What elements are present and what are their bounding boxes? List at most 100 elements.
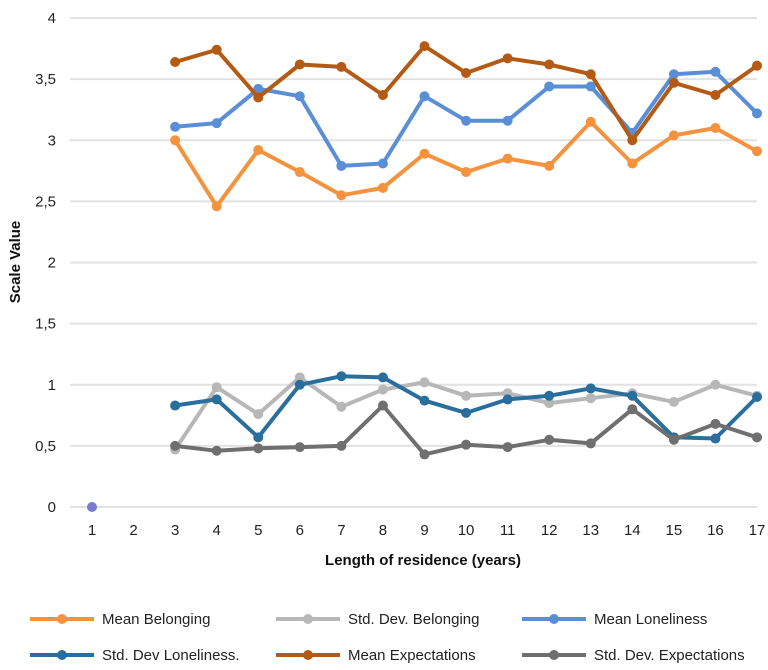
series-std-dev-loneliness [170,371,762,444]
legend-item: Mean Expectations [276,647,476,664]
data-point [336,190,347,201]
data-point [710,123,721,134]
legend-item: Std. Dev Loneliness. [30,647,240,664]
legend-label: Mean Loneliness [594,611,707,628]
legend-swatch-marker [57,650,67,660]
legend-swatch-marker [303,614,313,624]
y-tick-label: 4 [48,10,56,27]
data-point [544,59,555,70]
x-tick-label: 3 [171,522,179,539]
data-point [419,449,430,460]
data-point [502,53,513,64]
data-point [336,371,347,382]
data-point [544,160,555,171]
data-point [752,432,762,443]
series-mean-expectations [170,41,762,146]
data-point [502,153,513,164]
data-point [544,398,555,409]
data-point [419,148,430,159]
data-point [544,390,555,401]
y-tick-label: 0 [48,499,56,516]
x-tick-label: 5 [254,522,262,539]
x-tick-label: 9 [420,522,428,539]
data-point [170,440,181,451]
x-tick-label: 11 [500,522,516,539]
data-point [211,44,222,55]
data-point [710,418,721,429]
data-point [710,379,721,390]
data-point [336,160,347,171]
x-tick-label: 17 [749,522,766,539]
legend-swatch-marker [303,650,313,660]
y-tick-label: 3,5 [35,71,56,88]
series-line [174,44,759,143]
y-tick-label: 3 [48,132,56,149]
data-point [419,395,430,406]
data-point [294,379,305,390]
data-point [170,121,181,132]
legend-label: Std. Dev Loneliness. [102,647,240,664]
x-axis-title: Length of residence (years) [325,552,521,569]
x-tick-label: 4 [213,522,221,539]
data-point [668,130,679,141]
data-point [502,394,513,405]
x-tick-label: 7 [337,522,345,539]
x-tick-label: 16 [707,522,724,539]
data-point [668,396,679,407]
data-point [294,59,305,70]
data-point [377,158,388,169]
legend-item: Mean Belonging [30,611,210,628]
data-point [211,445,222,456]
data-point [377,182,388,193]
data-point [502,115,513,126]
data-point [461,115,472,126]
data-point [585,383,596,394]
data-point [170,400,181,411]
data-point [502,442,513,453]
data-point [710,66,721,77]
x-tick-label: 12 [541,522,558,539]
data-point [253,83,264,94]
y-axis-title: Scale Value [7,221,24,304]
x-tick-label: 15 [666,522,683,539]
data-point [461,407,472,418]
data-point [294,442,305,453]
data-point [419,91,430,102]
data-point [752,146,762,157]
data-point [211,201,222,212]
legend-swatch-marker [549,614,559,624]
y-tick-label: 1,5 [35,316,56,333]
data-point [377,400,388,411]
data-point [585,81,596,92]
data-point [752,108,762,119]
data-point [377,90,388,101]
data-point [211,118,222,129]
data-point [253,432,264,443]
data-point [627,158,638,169]
series-mean-loneliness [170,66,762,171]
data-point [461,390,472,401]
data-point [461,68,472,79]
data-point [461,439,472,450]
data-point [87,502,97,512]
data-point [461,167,472,178]
legend-swatch-marker [57,614,67,624]
data-point [585,69,596,80]
data-point [253,145,264,156]
y-tick-label: 2,5 [35,193,56,210]
x-tick-label: 14 [624,522,641,539]
x-tick-label: 6 [296,522,304,539]
y-tick-label: 2 [48,255,56,272]
data-point [627,390,638,401]
legend-item: Std. Dev. Expectations [522,647,745,664]
y-tick-label: 0,5 [35,438,56,455]
data-point [170,57,181,68]
data-point [211,394,222,405]
data-point [627,135,638,146]
data-point [377,384,388,395]
data-point [668,434,679,445]
gridlines [70,17,757,508]
data-point [585,116,596,127]
plot-area [87,41,762,512]
x-tick-label: 2 [129,522,137,539]
